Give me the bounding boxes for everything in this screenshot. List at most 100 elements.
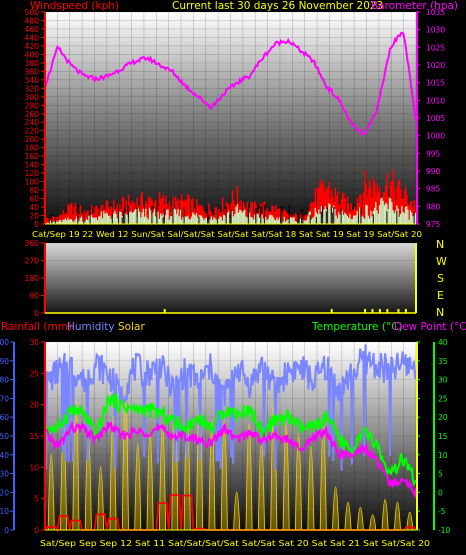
avg-bar	[256, 213, 259, 224]
gust-bar	[155, 199, 157, 224]
gust-bar	[171, 206, 173, 224]
gust-bar	[59, 214, 62, 224]
gust-bar	[250, 202, 252, 224]
avg-bar	[352, 215, 355, 224]
avg-bar	[218, 218, 220, 224]
avg-bar	[402, 211, 404, 224]
legend-humidity: Humidity	[67, 321, 115, 333]
y-tick-label: 360	[25, 239, 40, 248]
rain-tick-label: 30	[29, 338, 39, 347]
avg-bar	[409, 210, 412, 224]
calm-bar	[83, 212, 85, 224]
y-tick-label: 360	[25, 67, 40, 76]
solar-spike	[220, 420, 228, 531]
avg-bar	[226, 212, 229, 224]
direction-mark	[371, 309, 374, 313]
avg-bar	[411, 212, 413, 224]
legend-rainfall: Rainfall (mm)	[1, 321, 72, 333]
avg-bar	[96, 220, 99, 224]
avg-bar	[324, 206, 327, 224]
gust-bar	[318, 187, 320, 224]
y-tick-label: 300	[25, 93, 40, 102]
humidity-tick-label: 20	[0, 488, 9, 497]
calm-bar	[322, 204, 324, 224]
y-tick-label: 80	[29, 186, 39, 195]
gust-bar	[147, 197, 150, 224]
gust-bar	[79, 205, 82, 224]
avg-bar	[52, 221, 54, 224]
calm-bar	[121, 217, 124, 224]
y-tick-label: 60	[29, 195, 39, 204]
avg-bar	[373, 207, 376, 224]
y-tick-label: 400	[25, 50, 40, 59]
avg-bar	[278, 217, 281, 224]
gust-bar	[125, 200, 127, 224]
avg-bar	[308, 212, 310, 224]
gust-bar	[121, 197, 124, 224]
wind-plot-background	[45, 12, 416, 224]
avg-bar	[174, 209, 177, 224]
humidity-tick-label: 50	[0, 432, 9, 441]
y-tick-label: 270	[25, 257, 40, 266]
gust-bar	[61, 215, 63, 224]
calm-bar	[315, 216, 318, 224]
avg-bar	[147, 219, 150, 224]
calm-bar	[156, 205, 158, 224]
avg-bar	[214, 218, 216, 224]
avg-bar	[313, 216, 315, 224]
y2-tick-label: 1010	[426, 96, 445, 105]
calm-bar	[247, 205, 250, 224]
avg-bar	[56, 221, 58, 224]
avg-bar	[283, 216, 286, 224]
avg-bar	[228, 211, 230, 224]
gust-bar	[282, 211, 284, 224]
compass-n-bottom: N	[436, 306, 444, 319]
avg-bar	[119, 211, 121, 224]
avg-bar	[361, 215, 364, 224]
calm-bar	[333, 206, 335, 224]
gust-bar	[317, 187, 319, 224]
gust-bar	[90, 204, 93, 224]
gust-bar	[402, 198, 404, 224]
avg-bar	[406, 206, 408, 224]
gust-bar	[105, 200, 108, 224]
avg-bar	[132, 212, 135, 224]
avg-bar	[61, 222, 63, 224]
gust-bar	[258, 208, 261, 224]
avg-bar	[294, 221, 297, 224]
humidity-tick-label: 40	[0, 451, 9, 460]
calm-bar	[172, 207, 174, 224]
avg-bar	[66, 220, 68, 224]
avg-bar	[388, 197, 391, 224]
y-tick-label: 40	[29, 203, 39, 212]
gust-bar	[398, 178, 401, 224]
avg-bar	[339, 214, 341, 224]
avg-bar	[219, 216, 221, 224]
gust-bar	[347, 203, 350, 224]
avg-bar	[235, 207, 237, 224]
gust-bar	[63, 214, 66, 224]
avg-bar	[94, 217, 97, 224]
avg-bar	[323, 209, 325, 224]
avg-bar	[392, 210, 395, 224]
gust-bar	[141, 192, 143, 224]
avg-bar	[210, 216, 213, 224]
gust-bar	[190, 199, 193, 224]
gust-bar	[185, 199, 188, 224]
avg-bar	[328, 203, 330, 224]
calm-bar	[48, 217, 51, 224]
avg-bar	[391, 202, 393, 224]
rain-temp-plot-series	[44, 344, 417, 533]
avg-bar	[265, 216, 267, 224]
avg-bar	[250, 217, 252, 224]
avg-bar	[64, 218, 67, 224]
avg-bar	[190, 216, 193, 224]
avg-bar	[241, 212, 244, 224]
y-tick-label: 160	[25, 152, 40, 161]
gust-bar	[328, 181, 330, 224]
avg-bar	[74, 219, 77, 224]
gust-bar	[195, 199, 198, 224]
gust-bar	[232, 199, 235, 224]
gust-bar	[84, 212, 87, 224]
calm-bar	[320, 211, 323, 224]
